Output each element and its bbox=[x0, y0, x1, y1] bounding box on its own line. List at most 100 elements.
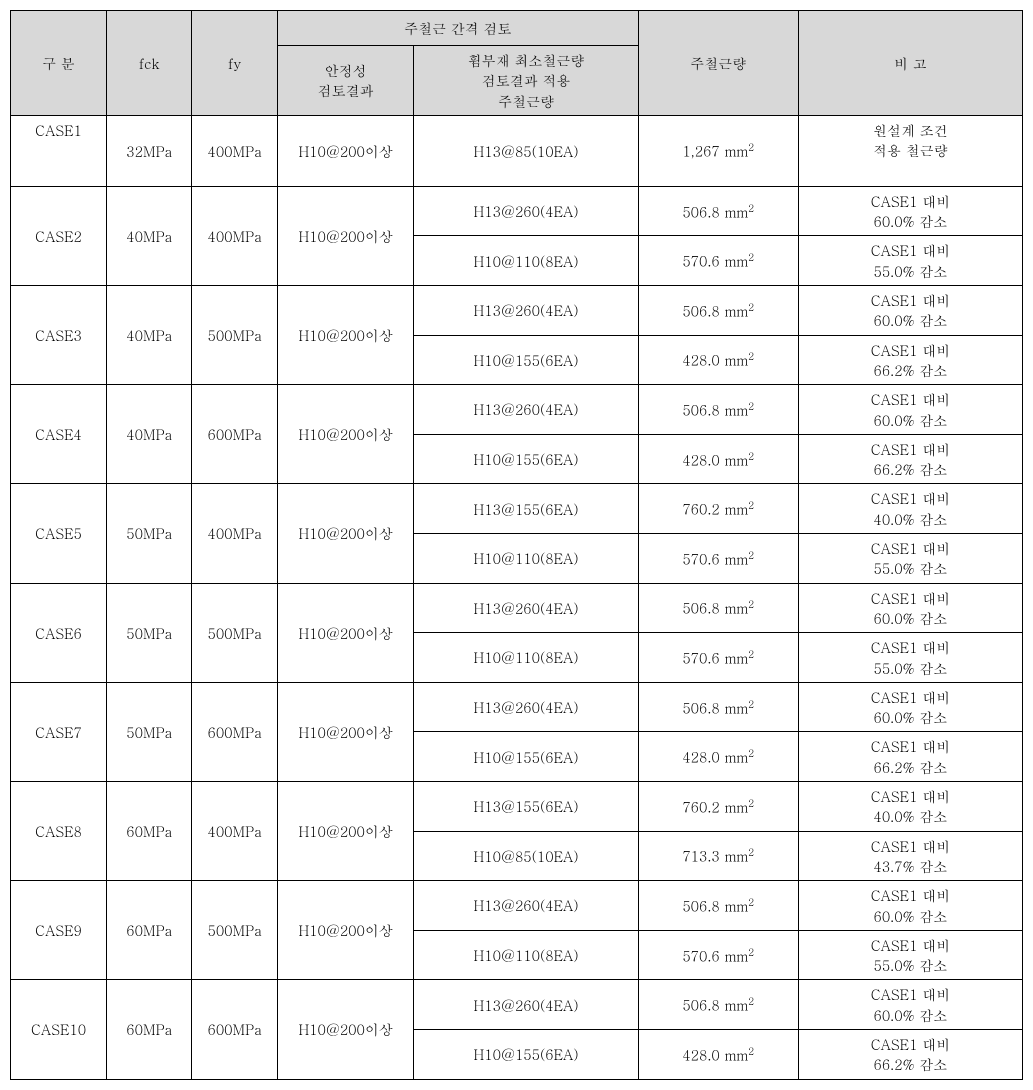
squared-sup: 2 bbox=[748, 647, 754, 661]
fy-cell: 600MPa bbox=[192, 682, 277, 781]
flex-cell: H10@155(6EA) bbox=[414, 335, 638, 385]
flex-cell-text: H10@155(6EA) bbox=[414, 743, 637, 771]
note-cell: 원설계 조건적용 철근량 bbox=[798, 115, 1022, 186]
squared-sup: 2 bbox=[748, 399, 754, 413]
fck-cell-text: 60MPa bbox=[107, 817, 191, 845]
rebar-cell: 506.8 mm2 bbox=[638, 286, 798, 336]
th-gubun: 구 분 bbox=[11, 11, 107, 116]
rebar-cell: 760.2 mm2 bbox=[638, 782, 798, 832]
squared-sup: 2 bbox=[748, 945, 754, 959]
note-cell: CASE1 대비55.0% 감소 bbox=[798, 236, 1022, 286]
fy-cell: 400MPa bbox=[192, 186, 277, 285]
note-text: CASE1 대비66.2% 감소 bbox=[799, 435, 1022, 484]
fy-cell: 600MPa bbox=[192, 980, 277, 1079]
case-cell: CASE6 bbox=[11, 583, 107, 682]
fck-cell: 50MPa bbox=[107, 583, 192, 682]
squared-sup: 2 bbox=[748, 449, 754, 463]
flex-cell-text: H13@85(10EA) bbox=[414, 137, 637, 165]
fy-cell-text: 400MPa bbox=[192, 817, 276, 845]
note-text: CASE1 대비60.0% 감소 bbox=[799, 881, 1022, 930]
rebar-value: 506.8 mm2 bbox=[639, 197, 798, 226]
rebar-cell: 570.6 mm2 bbox=[638, 633, 798, 683]
stability-cell: H10@200이상 bbox=[277, 782, 414, 881]
stability-cell-text: H10@200이상 bbox=[278, 619, 414, 647]
flex-cell: H13@260(4EA) bbox=[414, 682, 638, 732]
note-text: CASE1 대비60.0% 감소 bbox=[799, 187, 1022, 236]
case-cell: CASE5 bbox=[11, 484, 107, 583]
rebar-value: 506.8 mm2 bbox=[639, 693, 798, 722]
th-spacing-group: 주철근 간격 검토 bbox=[277, 11, 638, 46]
flex-cell-text: H13@260(4EA) bbox=[414, 197, 637, 225]
rebar-cell: 506.8 mm2 bbox=[638, 583, 798, 633]
flex-cell: H13@260(4EA) bbox=[414, 980, 638, 1030]
table-row: CASE240MPa400MPaH10@200이상H13@260(4EA)506… bbox=[11, 186, 1023, 236]
squared-sup: 2 bbox=[748, 498, 754, 512]
th-rebar-amount: 주철근량 bbox=[638, 11, 798, 116]
fck-cell-text: 40MPa bbox=[107, 222, 191, 250]
fy-cell-text: 500MPa bbox=[192, 321, 276, 349]
note-cell: CASE1 대비66.2% 감소 bbox=[798, 1029, 1022, 1079]
flex-cell-text: H13@260(4EA) bbox=[414, 395, 637, 423]
th-flex-min: 휨부재 최소철근량검토결과 적용주철근량 bbox=[414, 46, 638, 116]
stability-cell-text: H10@200이상 bbox=[278, 718, 414, 746]
stability-cell: H10@200이상 bbox=[277, 682, 414, 781]
fy-cell: 600MPa bbox=[192, 385, 277, 484]
flex-cell: H13@155(6EA) bbox=[414, 484, 638, 534]
stability-cell: H10@200이상 bbox=[277, 385, 414, 484]
rebar-value: 713.3 mm2 bbox=[639, 841, 798, 870]
squared-sup: 2 bbox=[748, 300, 754, 314]
rebar-value: 1,267 mm2 bbox=[639, 136, 798, 165]
rebar-value: 570.6 mm2 bbox=[639, 246, 798, 275]
flex-cell-text: H10@155(6EA) bbox=[414, 346, 637, 374]
fck-cell-text: 50MPa bbox=[107, 718, 191, 746]
squared-sup: 2 bbox=[748, 548, 754, 562]
fck-cell: 40MPa bbox=[107, 385, 192, 484]
th-fck: fck bbox=[107, 11, 192, 116]
table-row: CASE550MPa400MPaH10@200이상H13@155(6EA)760… bbox=[11, 484, 1023, 534]
fy-cell-text: 500MPa bbox=[192, 619, 276, 647]
fy-cell-text: 400MPa bbox=[192, 137, 276, 165]
fck-cell-text: 50MPa bbox=[107, 619, 191, 647]
rebar-cell: 506.8 mm2 bbox=[638, 881, 798, 931]
fy-cell: 500MPa bbox=[192, 286, 277, 385]
note-text: CASE1 대비55.0% 감소 bbox=[799, 534, 1022, 583]
table-row: CASE750MPa600MPaH10@200이상H13@260(4EA)506… bbox=[11, 682, 1023, 732]
note-text: CASE1 대비60.0% 감소 bbox=[799, 980, 1022, 1029]
note-cell: CASE1 대비55.0% 감소 bbox=[798, 633, 1022, 683]
rebar-cell: 713.3 mm2 bbox=[638, 831, 798, 881]
flex-cell: H10@110(8EA) bbox=[414, 534, 638, 584]
flex-cell: H10@85(10EA) bbox=[414, 831, 638, 881]
note-text: CASE1 대비40.0% 감소 bbox=[799, 484, 1022, 533]
flex-cell-text: H10@110(8EA) bbox=[414, 643, 637, 671]
stability-cell: H10@200이상 bbox=[277, 286, 414, 385]
rebar-value: 570.6 mm2 bbox=[639, 544, 798, 573]
flex-cell-text: H13@260(4EA) bbox=[414, 991, 637, 1019]
note-cell: CASE1 대비60.0% 감소 bbox=[798, 385, 1022, 435]
case-cell-text: CASE5 bbox=[11, 519, 106, 547]
th-stability-text: 안정성검토결과 bbox=[278, 56, 414, 105]
stability-cell-text: H10@200이상 bbox=[278, 1015, 414, 1043]
rebar-cell: 428.0 mm2 bbox=[638, 1029, 798, 1079]
table-row: CASE650MPa500MPaH10@200이상H13@260(4EA)506… bbox=[11, 583, 1023, 633]
flex-cell-text: H10@110(8EA) bbox=[414, 247, 637, 275]
flex-cell: H13@260(4EA) bbox=[414, 186, 638, 236]
rebar-cell: 570.6 mm2 bbox=[638, 534, 798, 584]
case-cell: CASE8 bbox=[11, 782, 107, 881]
table-row: CASE960MPa500MPaH10@200이상H13@260(4EA)506… bbox=[11, 881, 1023, 931]
note-cell: CASE1 대비60.0% 감소 bbox=[798, 583, 1022, 633]
stability-cell-text: H10@200이상 bbox=[278, 222, 414, 250]
note-text: CASE1 대비60.0% 감소 bbox=[799, 683, 1022, 732]
fy-cell: 400MPa bbox=[192, 484, 277, 583]
note-text: CASE1 대비60.0% 감소 bbox=[799, 385, 1022, 434]
flex-cell-text: H10@85(10EA) bbox=[414, 842, 637, 870]
flex-cell: H10@155(6EA) bbox=[414, 1029, 638, 1079]
flex-cell-text: H13@260(4EA) bbox=[414, 296, 637, 324]
fck-cell-text: 32MPa bbox=[107, 137, 191, 165]
rebar-value: 428.0 mm2 bbox=[639, 742, 798, 771]
rebar-value: 506.8 mm2 bbox=[639, 990, 798, 1019]
squared-sup: 2 bbox=[748, 845, 754, 859]
note-cell: CASE1 대비40.0% 감소 bbox=[798, 782, 1022, 832]
table-head: 구 분 fck fy 주철근 간격 검토 주철근량 비 고 안정성검토결과 휨부… bbox=[11, 11, 1023, 116]
fck-cell-text: 40MPa bbox=[107, 420, 191, 448]
rebar-cell: 570.6 mm2 bbox=[638, 930, 798, 980]
